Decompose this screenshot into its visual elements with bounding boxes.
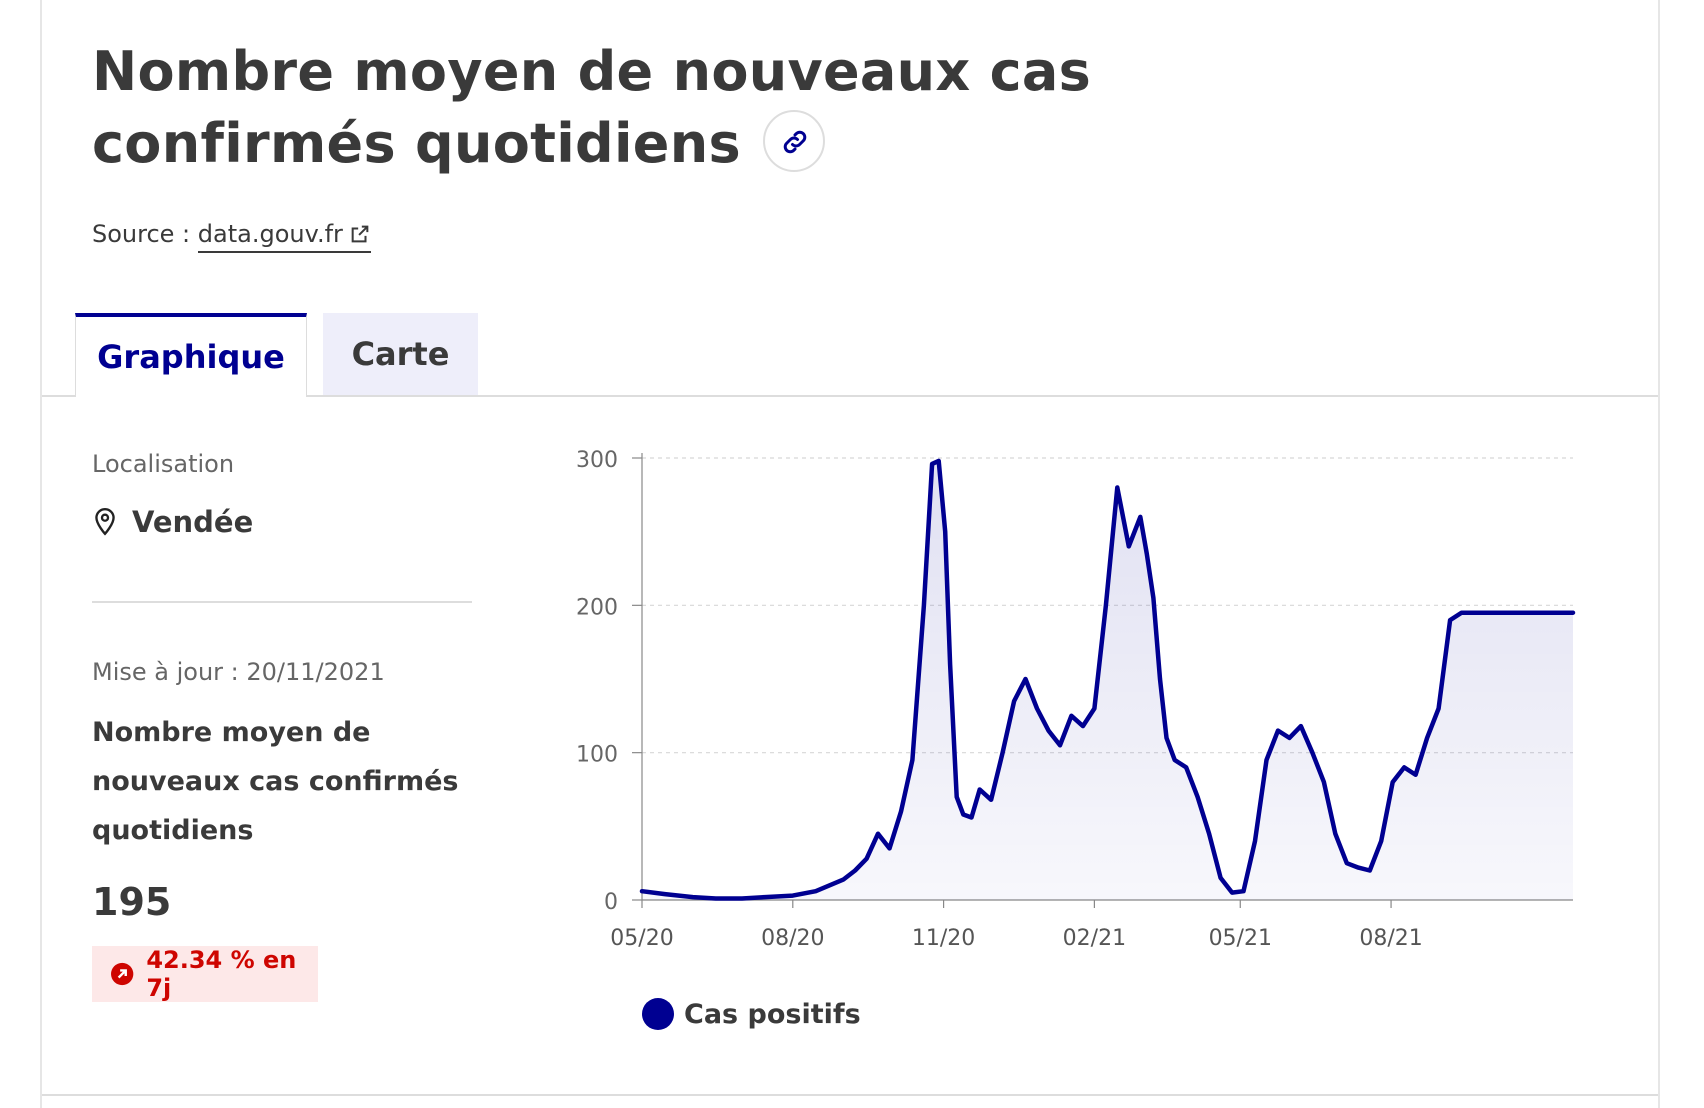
legend-label: Cas positifs [684, 999, 861, 1030]
x-tick-label: 05/20 [610, 926, 673, 951]
chart-area: 0 100 200 300 05/20 08/20 11/20 02/21 05/21 08/21 [560, 420, 1600, 1040]
x-tick-label: 08/21 [1359, 926, 1422, 951]
external-link-icon [349, 223, 371, 245]
metric-value: 195 [92, 880, 171, 924]
y-tick-label: 0 [604, 890, 618, 915]
location-value: Vendée [92, 505, 253, 539]
link-icon [780, 127, 810, 157]
source-link-text: data.gouv.fr [198, 220, 343, 248]
location-label: Localisation [92, 450, 234, 478]
source-link[interactable]: data.gouv.fr [198, 220, 371, 253]
series-area-cas-positifs [642, 461, 1573, 900]
location-name: Vendée [132, 505, 253, 539]
trend-text: 42.34 % en 7j [146, 946, 318, 1002]
trend-badge: 42.34 % en 7j [92, 946, 318, 1002]
x-tick-label: 08/20 [761, 926, 824, 951]
legend-swatch [642, 998, 674, 1030]
sidebar-divider [92, 601, 472, 603]
page-title: Nombre moyen de nouveaux cas confirmés q… [92, 36, 1392, 180]
arrow-up-right-icon [110, 961, 134, 987]
copy-link-button[interactable] [763, 110, 825, 172]
metric-name: Nombre moyen de nouveaux cas confirmés q… [92, 708, 472, 855]
update-date: Mise à jour : 20/11/2021 [92, 658, 385, 686]
y-tick-label: 100 [576, 743, 618, 768]
y-tick-label: 200 [576, 595, 618, 620]
x-tick-label: 05/21 [1209, 926, 1272, 951]
source-prefix: Source : [92, 220, 190, 248]
x-tick-label: 02/21 [1063, 926, 1126, 951]
tab-graphique[interactable]: Graphique [75, 313, 307, 397]
chart-legend[interactable]: Cas positifs [642, 998, 861, 1030]
tab-graphique-label: Graphique [97, 338, 285, 376]
y-tick-label: 300 [576, 448, 618, 473]
x-tick-label: 11/20 [912, 926, 975, 951]
map-pin-icon [92, 507, 118, 537]
tab-carte[interactable]: Carte [323, 313, 478, 395]
cases-chart: 0 100 200 300 05/20 08/20 11/20 02/21 05/21 08/21 [560, 420, 1600, 980]
page-title-text: Nombre moyen de nouveaux cas confirmés q… [92, 40, 1091, 175]
source-line: Source : data.gouv.fr [92, 220, 371, 248]
tab-carte-label: Carte [352, 335, 450, 373]
